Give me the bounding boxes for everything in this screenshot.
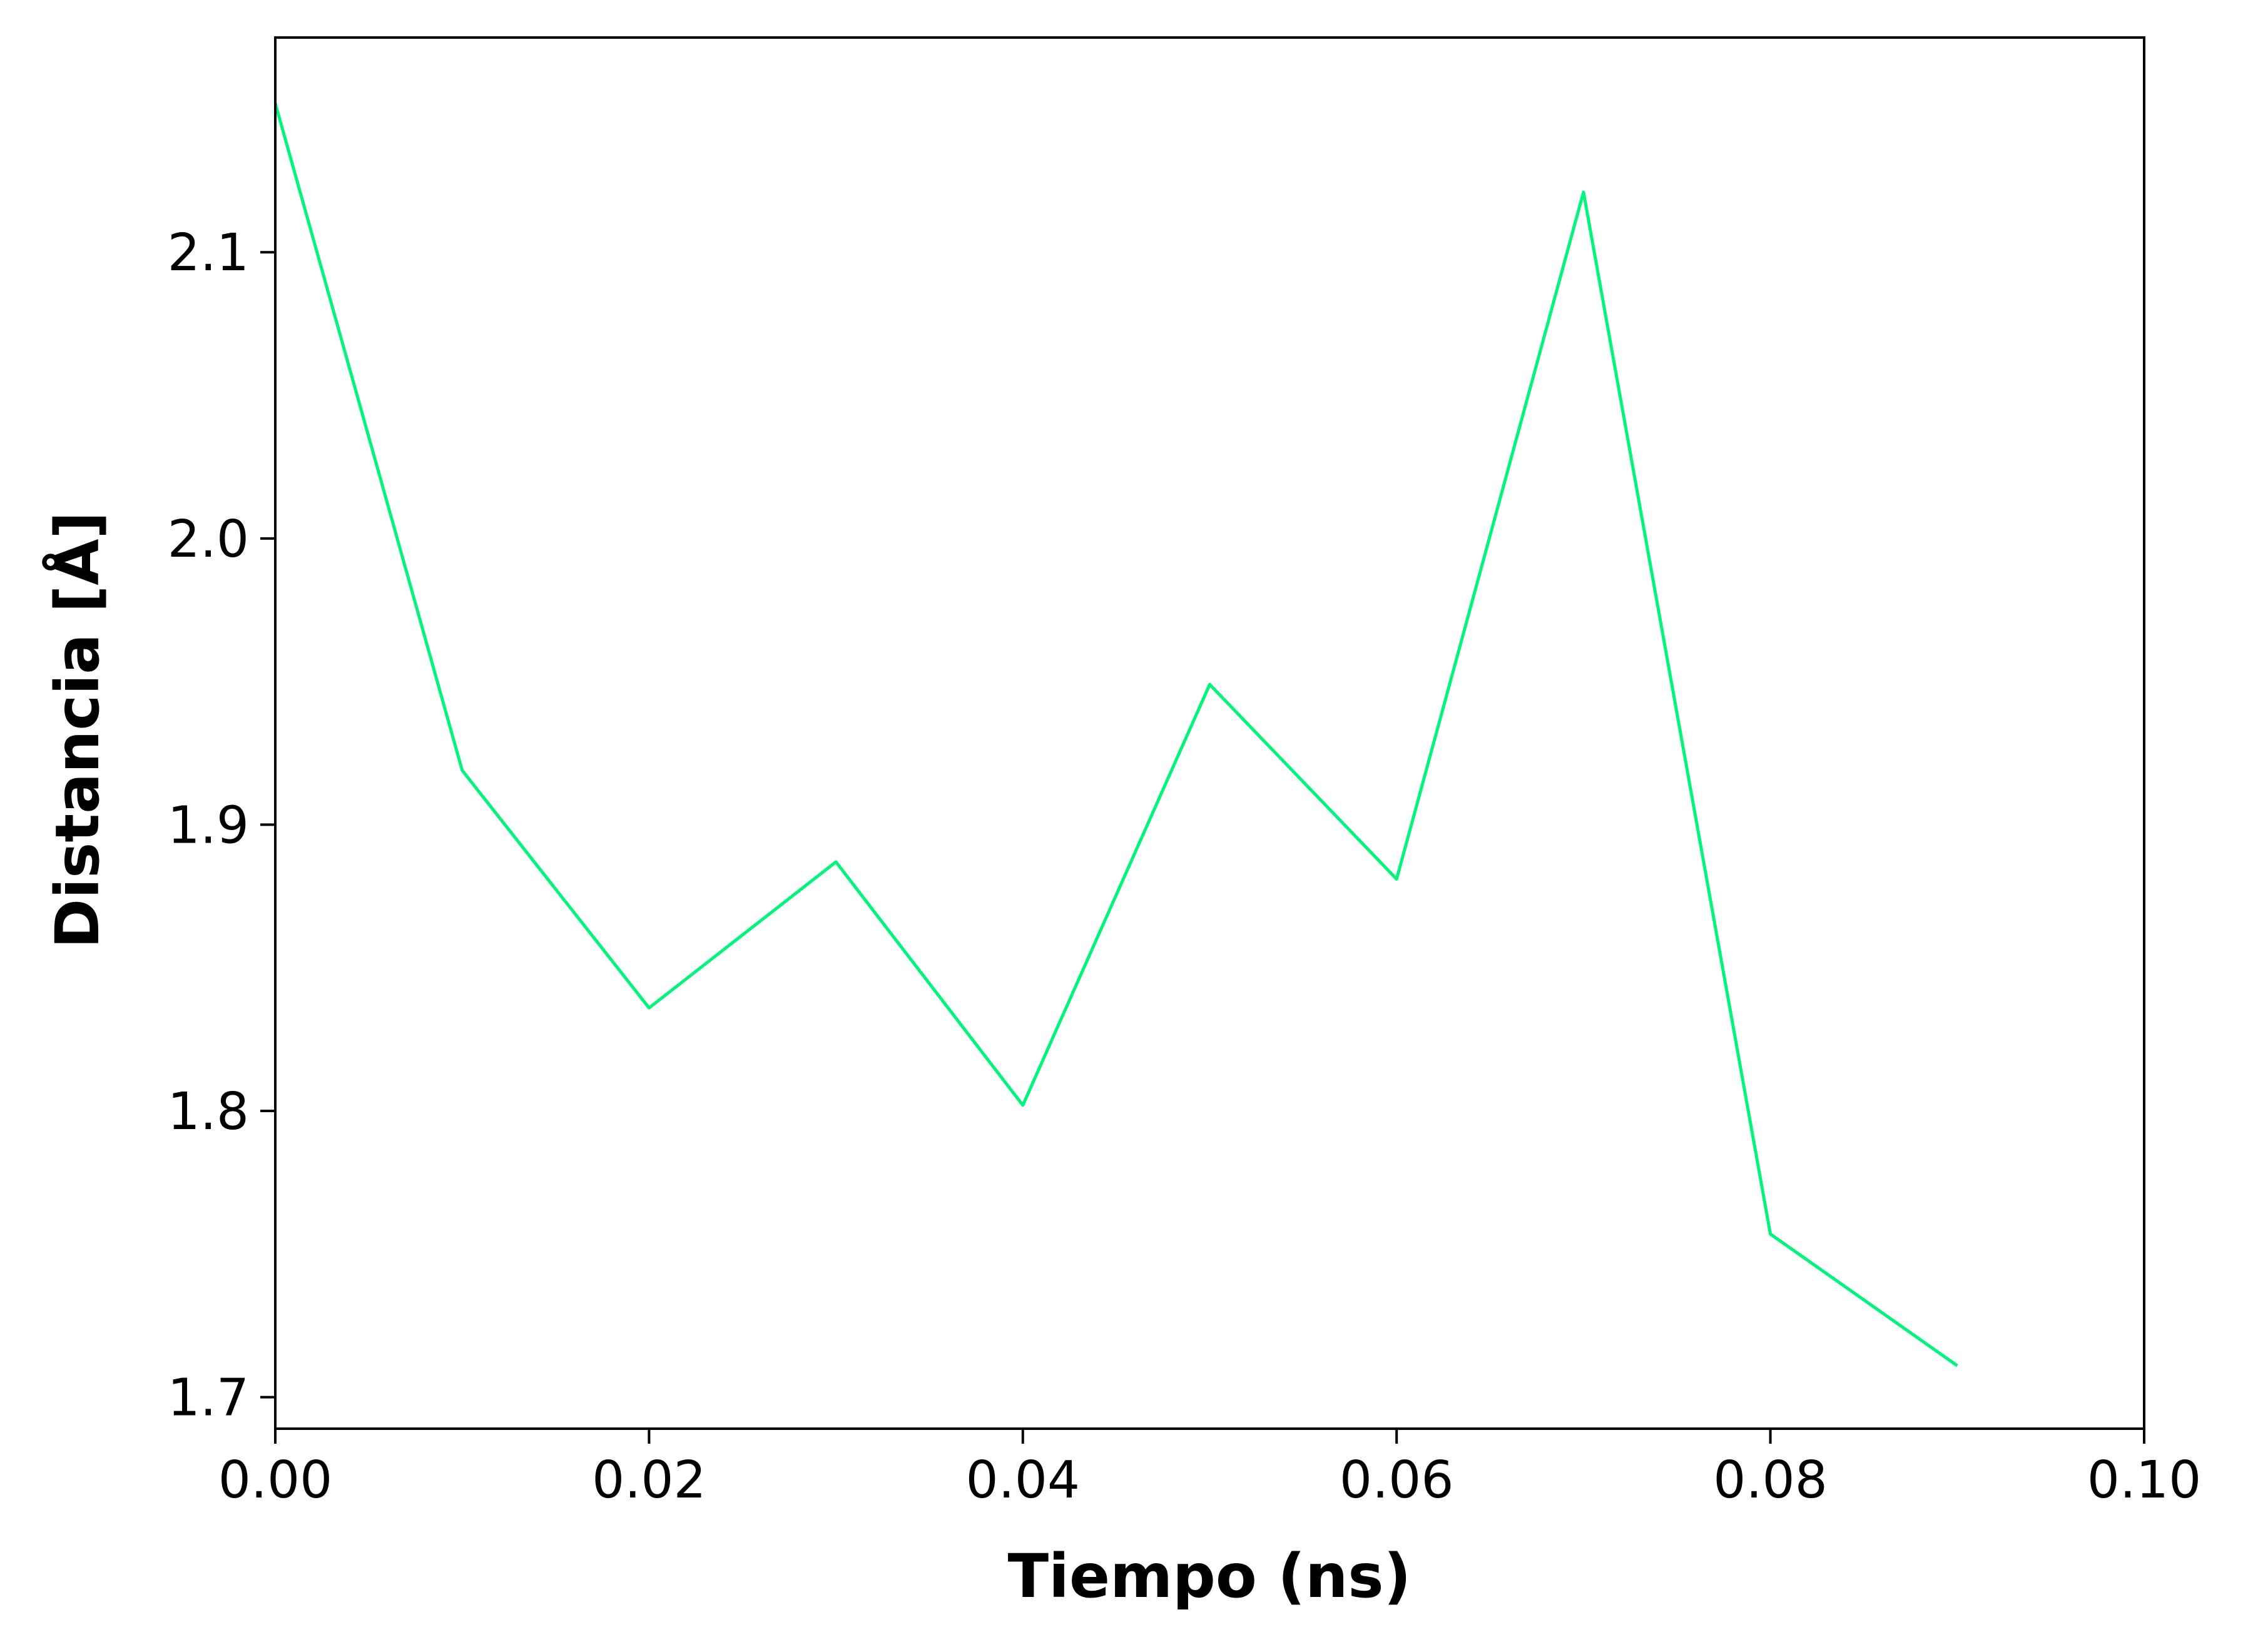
plot-area	[273, 103, 1958, 1367]
x-tick-label: 0.08	[1713, 1451, 1828, 1510]
series-line	[273, 103, 1958, 1367]
x-tick-label: 0.10	[2087, 1451, 2202, 1510]
plot-frame	[274, 36, 2145, 1430]
x-axis-title: Tiempo (ns)	[1008, 1541, 1411, 1611]
y-tick-label: 2.1	[168, 223, 249, 283]
y-tick-label: 1.8	[168, 1082, 249, 1142]
x-tick-label: 0.04	[966, 1451, 1081, 1510]
x-tick-label: 0.02	[592, 1451, 706, 1510]
x-tick-label: 0.06	[1340, 1451, 1454, 1510]
x-axis-ticks: 0.00 0.02 0.04 0.06 0.08 0.10	[218, 1429, 2202, 1510]
y-tick-label: 1.7	[168, 1369, 249, 1428]
y-axis-ticks: 1.7 1.8 1.9 2.0 2.1	[168, 223, 275, 1428]
y-tick-label: 2.0	[168, 510, 249, 569]
y-tick-label: 1.9	[168, 796, 249, 855]
x-tick-label: 0.00	[218, 1451, 333, 1510]
y-axis-title: Distancia [Å]	[42, 512, 113, 949]
